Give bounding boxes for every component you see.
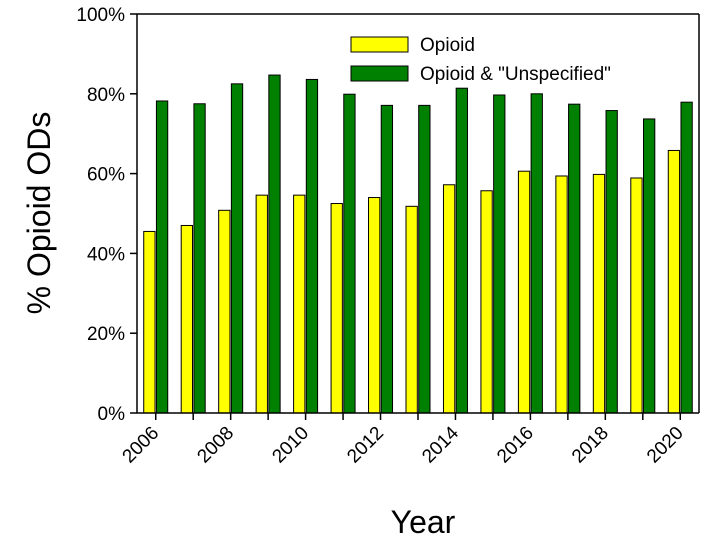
y-tick-label-100: 100% <box>76 5 125 26</box>
y-tick-label-60: 60% <box>87 165 125 186</box>
y-axis-title: % Opioid ODs <box>21 112 57 315</box>
bar-opioid-2020 <box>667 149 681 414</box>
x-tick-label-2016: 2016 <box>493 423 538 468</box>
x-tick-label-2008: 2008 <box>193 423 238 468</box>
x-axis-title: Year <box>391 504 456 540</box>
legend-label-opioid: Opioid <box>420 35 475 56</box>
bar-opioid-unspecified-2020 <box>680 101 693 414</box>
bar-opioid-2017 <box>555 175 568 414</box>
y-tick-label-80: 80% <box>87 85 125 106</box>
bar-opioid-2016 <box>517 170 531 414</box>
bar-opioid-2010 <box>293 194 306 414</box>
legend: Opioid Opioid & "Unspecified" <box>350 35 611 85</box>
bar-opioid-unspecified-2011 <box>343 93 356 414</box>
bar-opioid-2014 <box>442 184 456 414</box>
bar-opioid-unspecified-2019 <box>643 118 656 414</box>
bar-opioid-2009 <box>255 194 268 414</box>
bar-opioid-unspecified-2013 <box>418 104 431 414</box>
bars-group <box>143 74 693 414</box>
bar-opioid-2008 <box>218 209 231 414</box>
x-tick-label-2018: 2018 <box>568 423 613 468</box>
y-tick-label-40: 40% <box>87 244 125 265</box>
bar-opioid-unspecified-2016 <box>530 93 543 414</box>
bar-opioid-2011 <box>330 203 343 414</box>
bar-opioid-unspecified-2018 <box>605 110 618 414</box>
bar-opioid-2006 <box>143 230 156 414</box>
bar-opioid-2013 <box>405 205 418 414</box>
bar-opioid-unspecified-2009 <box>268 74 281 414</box>
bar-opioid-unspecified-2012 <box>380 104 394 414</box>
bar-opioid-2019 <box>630 177 643 414</box>
y-ticks-group: 0% 20% 40% 60% 80% 100% <box>76 5 137 425</box>
legend-label-opioid-unspecified: Opioid & "Unspecified" <box>420 64 611 85</box>
bar-opioid-unspecified-2007 <box>193 103 206 414</box>
x-tick-label-2014: 2014 <box>418 422 463 467</box>
bar-opioid-2015 <box>480 190 493 414</box>
x-tick-label-2020: 2020 <box>643 423 688 468</box>
legend-swatch-opioid-unspecified <box>350 65 409 82</box>
x-tick-label-2010: 2010 <box>268 423 313 468</box>
x-ticks-group: 2006 2008 2010 2012 2014 2016 2018 2020 <box>119 413 688 467</box>
bar-opioid-unspecified-2008 <box>230 83 244 414</box>
y-tick-label-0: 0% <box>98 404 126 425</box>
x-tick-label-2006: 2006 <box>119 423 164 468</box>
bar-opioid-unspecified-2006 <box>155 100 169 414</box>
bar-opioid-unspecified-2015 <box>493 94 506 414</box>
bar-opioid-unspecified-2017 <box>568 103 581 414</box>
bar-opioid-2018 <box>592 173 606 414</box>
bar-opioid-unspecified-2010 <box>305 78 319 414</box>
x-tick-label-2012: 2012 <box>343 423 388 468</box>
bar-opioid-2007 <box>180 224 193 414</box>
bar-opioid-unspecified-2014 <box>455 87 468 414</box>
bar-opioid-2012 <box>368 197 381 414</box>
y-tick-label-20: 20% <box>87 324 125 345</box>
legend-swatch-opioid <box>350 36 409 53</box>
